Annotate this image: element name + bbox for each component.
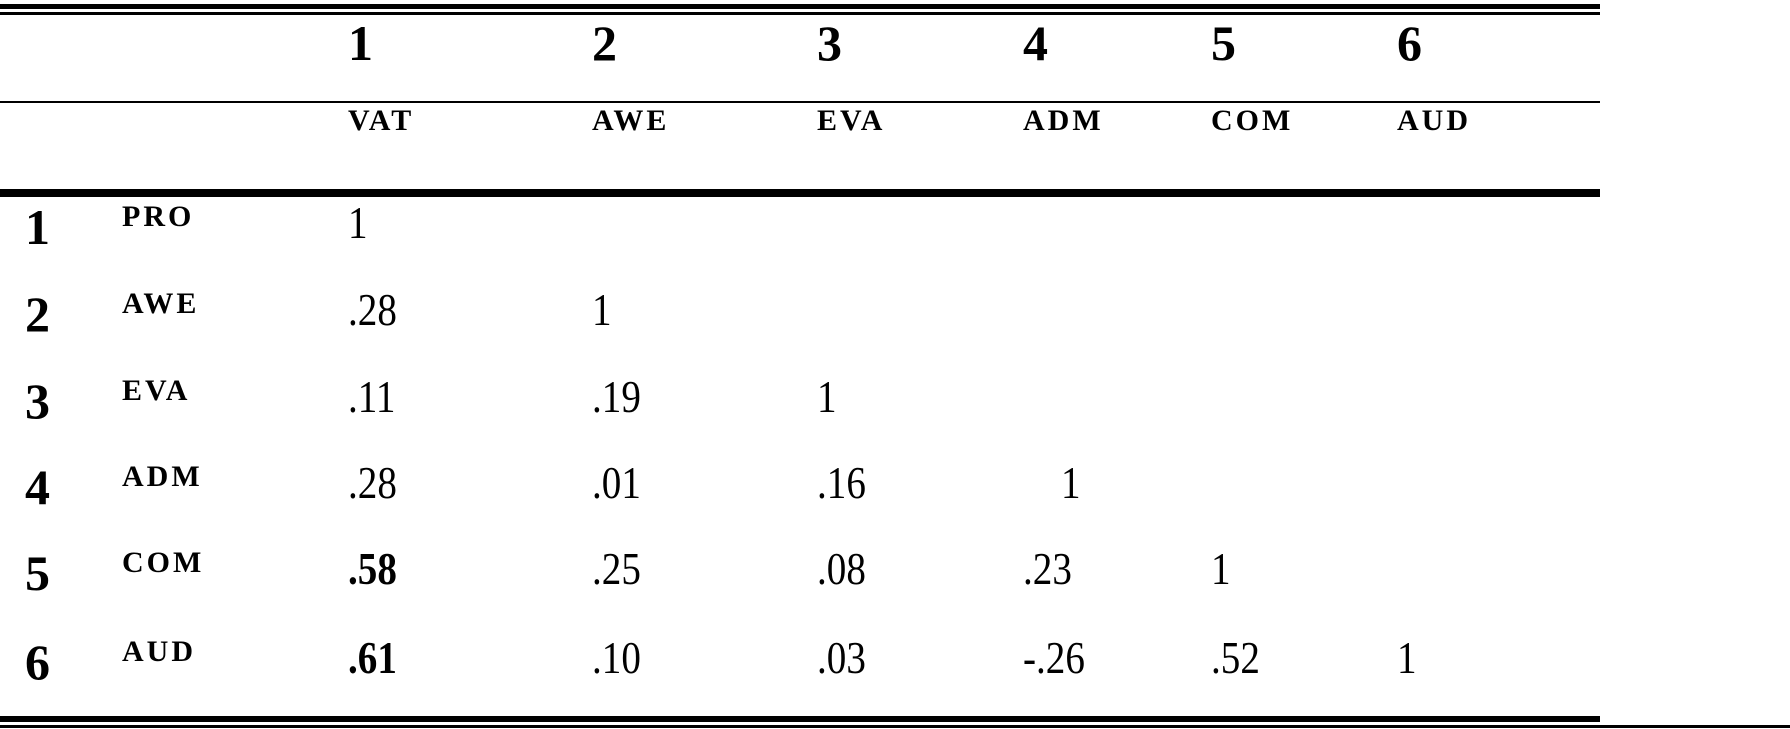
row-label: ADM <box>122 460 203 493</box>
cell: .10 <box>592 632 641 683</box>
cell: .08 <box>817 543 866 594</box>
row-number: 2 <box>25 286 50 342</box>
column-number: 4 <box>1023 15 1048 71</box>
cell: .01 <box>592 457 641 508</box>
column-label: EVA <box>817 104 886 137</box>
column-label: AWE <box>592 104 670 137</box>
rule <box>0 4 1600 9</box>
column-label: COM <box>1211 104 1294 137</box>
row-number: 6 <box>25 634 50 690</box>
cell: .61 <box>348 632 397 683</box>
rule <box>0 716 1600 722</box>
cell: .28 <box>348 284 397 335</box>
row-number: 3 <box>25 373 50 429</box>
cell: 1 <box>1397 632 1417 683</box>
row-label: PRO <box>122 200 195 233</box>
column-number: 6 <box>1397 15 1422 71</box>
cell: .25 <box>592 543 641 594</box>
rule <box>0 12 1600 15</box>
cell: 1 <box>592 284 612 335</box>
cell: .23 <box>1023 543 1072 594</box>
cell: 1 <box>1061 457 1081 508</box>
column-label: AUD <box>1397 104 1471 137</box>
cell: 1 <box>817 371 837 422</box>
rule <box>0 189 1600 197</box>
rule <box>0 101 1600 103</box>
column-number: 5 <box>1211 15 1236 71</box>
column-number: 2 <box>592 15 617 71</box>
cell: 1 <box>348 197 368 248</box>
column-number: 3 <box>817 15 842 71</box>
column-label: VAT <box>348 104 415 137</box>
row-label: EVA <box>122 374 191 407</box>
cell: .19 <box>592 371 641 422</box>
cell: 1 <box>1211 543 1231 594</box>
cell: .11 <box>348 371 396 422</box>
cell: .52 <box>1211 632 1260 683</box>
row-number: 1 <box>25 199 50 255</box>
cell: .58 <box>348 543 397 594</box>
row-number: 4 <box>25 459 50 515</box>
row-label: AWE <box>122 287 200 320</box>
row-label: COM <box>122 546 205 579</box>
cell: .28 <box>348 457 397 508</box>
rule <box>0 725 1790 728</box>
row-label: AUD <box>122 635 196 668</box>
cell: .16 <box>817 457 866 508</box>
column-label: ADM <box>1023 104 1104 137</box>
cell: -.26 <box>1023 632 1085 683</box>
column-number: 1 <box>348 15 373 71</box>
row-number: 5 <box>25 545 50 601</box>
cell: .03 <box>817 632 866 683</box>
